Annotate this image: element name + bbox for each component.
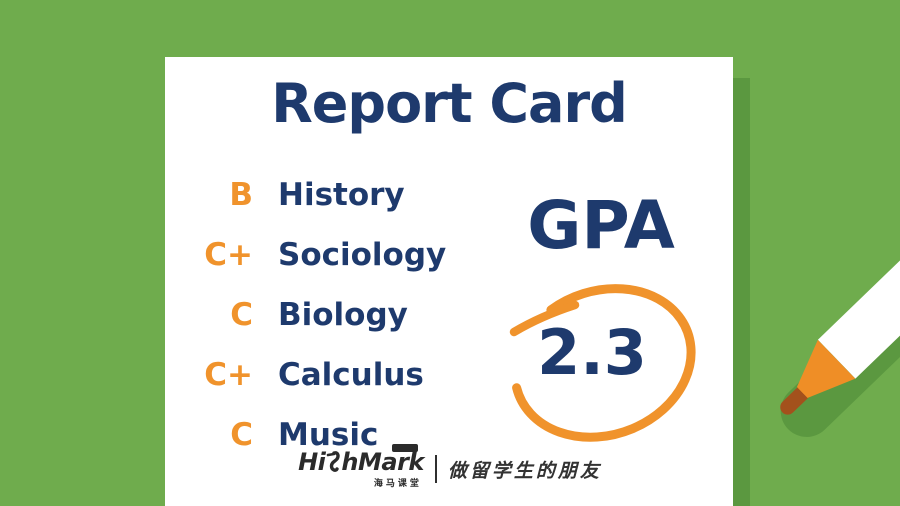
grade-row: C+ Calculus [165, 345, 446, 405]
logo-chinese-name: 海马课堂 [373, 479, 422, 490]
grade-value: C [230, 297, 253, 333]
grade-row: C+ Sociology [165, 225, 446, 285]
grade-row: B History [165, 165, 446, 225]
logo-text-suffix: hMark [341, 448, 424, 476]
subject-name: Calculus [278, 357, 424, 393]
grade-value: C [230, 417, 253, 453]
subject-name: History [278, 177, 405, 213]
subject-name: Sociology [278, 237, 447, 273]
grade-value: B [229, 177, 253, 213]
divider [434, 455, 437, 484]
branding-watermark: Hi hMark 海马课堂 做留学生的朋友 [0, 444, 900, 490]
gpa-value: 2.3 [537, 316, 647, 389]
grades-list: B History C+ Sociology C Biology C+ Calc… [165, 165, 446, 465]
marker-body [817, 166, 900, 379]
gpa-circle-annotation [509, 284, 696, 442]
grade-row: C Biology [165, 285, 446, 345]
brand-tagline: 做留学生的朋友 [447, 459, 602, 482]
subject-name: Biology [278, 297, 408, 333]
logo-text-prefix: Hi [298, 448, 326, 476]
gpa-label: GPA [527, 187, 675, 264]
grade-row: C Music [165, 405, 446, 465]
seahorse-icon [327, 451, 341, 473]
highmark-logo: Hi hMark 海马课堂 [298, 444, 424, 490]
logo-badge [391, 444, 418, 452]
subject-name: Music [278, 417, 379, 453]
grade-value: C+ [204, 357, 253, 393]
marker-pen [763, 166, 900, 431]
grade-value: C+ [204, 237, 253, 273]
card-title: Report Card [271, 72, 628, 135]
report-card: Report Card B History C+ Sociology C Bio… [165, 57, 733, 506]
